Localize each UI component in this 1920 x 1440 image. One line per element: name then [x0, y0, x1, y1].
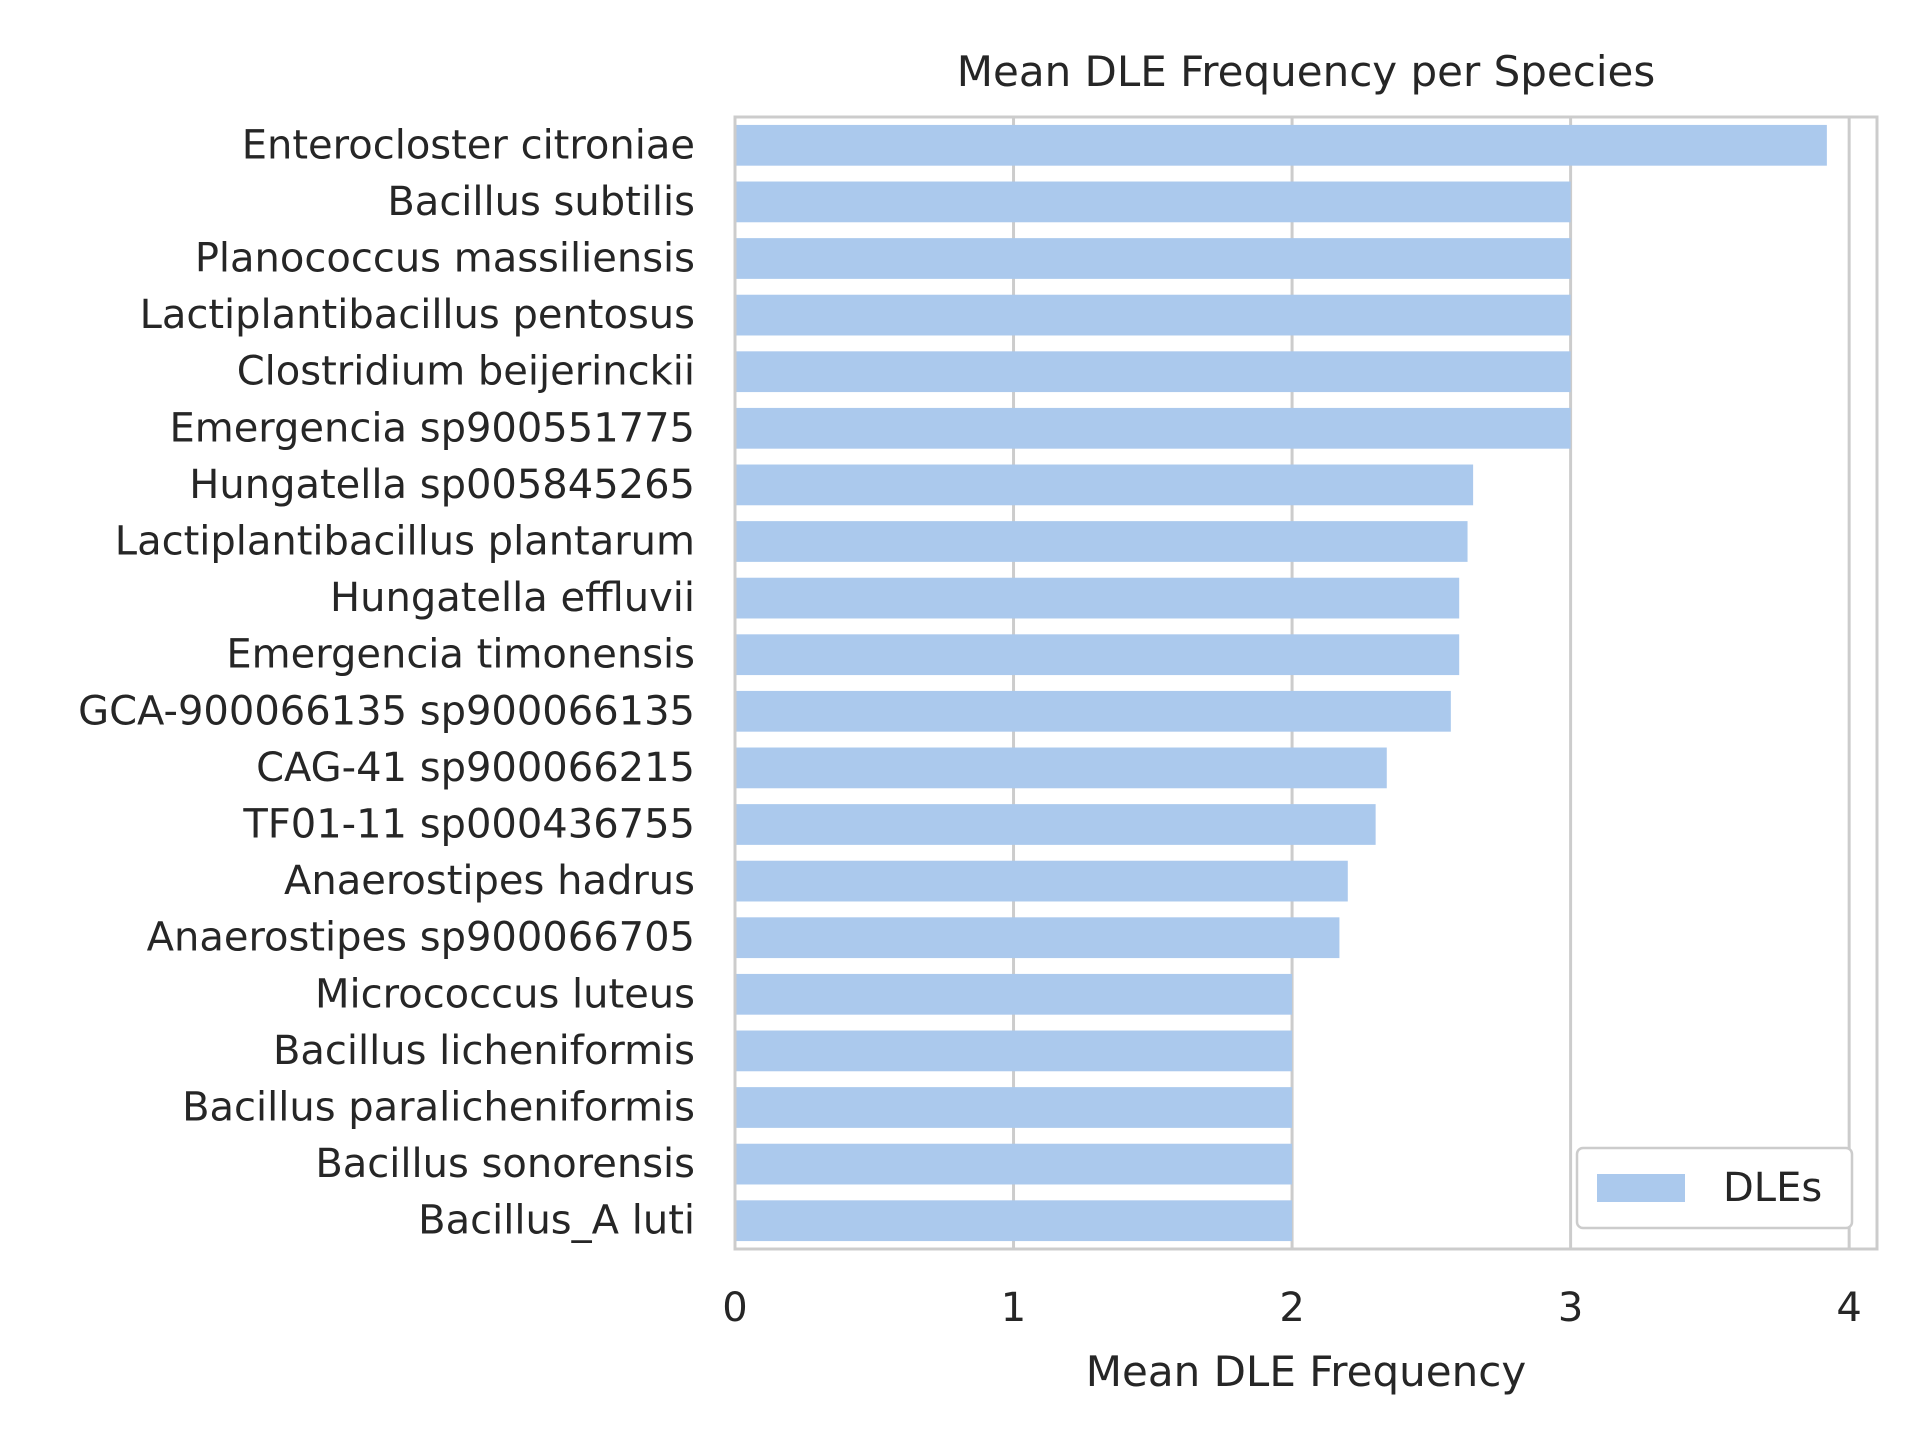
y-tick-label: Clostridium beijerinckii	[237, 349, 695, 395]
y-tick-label: Lactiplantibacillus pentosus	[140, 292, 695, 338]
y-tick-label: Emergencia timonensis	[226, 632, 695, 678]
plot-frame	[733, 115, 1879, 1251]
y-tick-label: Bacillus sonorensis	[315, 1141, 695, 1187]
bar	[735, 917, 1340, 959]
x-tick-labels: 0 1 2 3 4	[722, 1285, 1862, 1331]
bars	[735, 124, 1827, 1242]
y-tick-label: Hungatella sp005845265	[189, 462, 695, 508]
bar	[735, 1030, 1293, 1072]
x-tick-label: 2	[1279, 1285, 1304, 1331]
grid-lines	[733, 117, 1851, 1249]
y-tick-label: CAG-41 sp900066215	[256, 745, 695, 791]
y-tick-label: Enterocloster citroniae	[242, 122, 695, 168]
y-tick-label: Micrococcus luteus	[315, 971, 695, 1017]
legend-box	[1575, 1146, 1854, 1230]
bar	[735, 577, 1460, 619]
y-tick-label: Bacillus paralicheniformis	[182, 1085, 695, 1131]
x-axis-label: Mean DLE Frequency	[1086, 1347, 1526, 1396]
chart-title: Mean DLE Frequency per Species	[957, 47, 1656, 96]
bar	[735, 747, 1387, 789]
legend-swatch	[1597, 1174, 1685, 1202]
bar	[735, 521, 1468, 562]
bar	[735, 124, 1827, 166]
x-tick-label: 3	[1558, 1285, 1583, 1331]
x-tick-label: 0	[722, 1285, 747, 1331]
bar	[735, 294, 1571, 336]
bar	[735, 407, 1571, 449]
y-tick-label: Emergencia sp900551775	[169, 405, 695, 451]
bar	[735, 1200, 1293, 1242]
bar	[735, 690, 1451, 732]
bar	[735, 973, 1293, 1015]
x-tick-label: 4	[1836, 1285, 1861, 1331]
x-tick-label: 1	[1001, 1285, 1026, 1331]
bar	[735, 464, 1474, 506]
bar	[735, 351, 1571, 393]
bar	[735, 1143, 1293, 1185]
y-tick-label: Anaerostipes sp900066705	[147, 915, 695, 961]
y-tick-label: Lactiplantibacillus plantarum	[115, 519, 695, 565]
bar	[735, 860, 1348, 902]
bar	[735, 181, 1571, 223]
y-tick-label: Hungatella effluvii	[330, 575, 695, 621]
y-tick-labels: Enterocloster citroniae Bacillus subtilis…	[78, 122, 695, 1243]
y-tick-label: TF01-11 sp000436755	[242, 802, 695, 848]
y-tick-label: Bacillus subtilis	[387, 179, 695, 225]
y-tick-label: Anaerostipes hadrus	[284, 858, 695, 904]
bar	[735, 804, 1376, 845]
bar	[735, 1087, 1293, 1128]
legend-label: DLEs	[1723, 1165, 1822, 1211]
y-tick-label: Bacillus licheniformis	[273, 1028, 695, 1074]
bar	[735, 634, 1460, 676]
y-tick-label: Planococcus massiliensis	[195, 236, 695, 282]
y-tick-label: Bacillus_A luti	[418, 1198, 695, 1244]
bar	[735, 238, 1571, 279]
y-tick-label: GCA-900066135 sp900066135	[78, 688, 695, 734]
legend: DLEs	[1575, 1146, 1854, 1230]
